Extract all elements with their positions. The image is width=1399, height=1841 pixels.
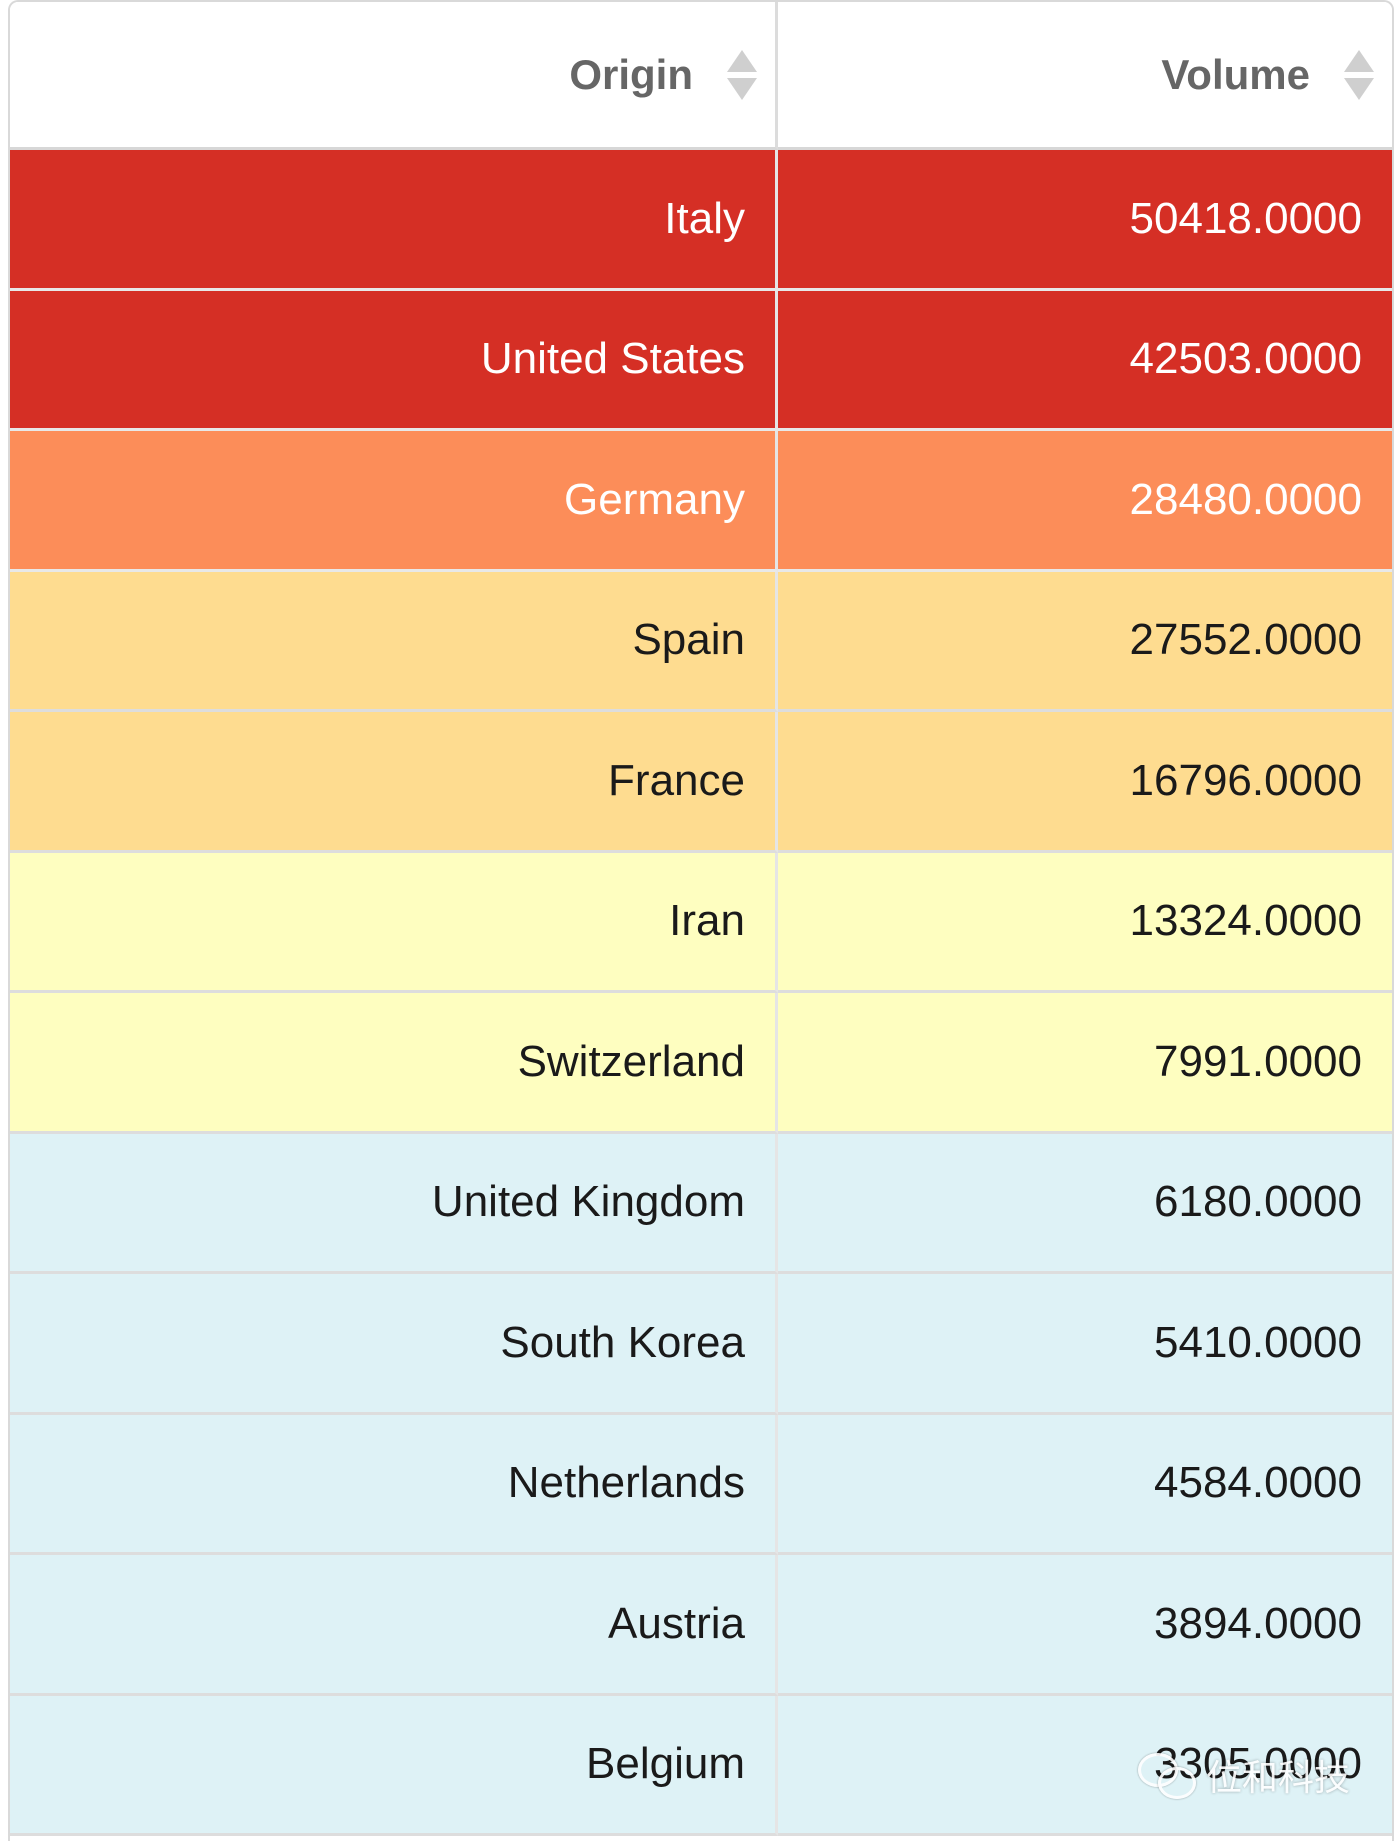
table-cell-volume: 3894.0000 [778,1555,1392,1696]
table-cell-volume: 7991.0000 [778,993,1392,1134]
sort-ascending-icon [1344,49,1374,72]
column-header-label: Volume [1161,50,1310,98]
sort-descending-icon [727,77,757,100]
table-cell-origin: Netherlands [10,1414,778,1555]
table-cell-origin: Switzerland [10,993,778,1134]
table-cell-origin: Germany [10,431,778,572]
table-cell-volume: 4584.0000 [778,1414,1392,1555]
table-cell-origin: Iran [10,852,778,993]
table-cell-origin: Belgium [10,1695,778,1836]
table-cell-volume: 42503.0000 [778,290,1392,431]
data-table: Origin Volume Italy 50418.0000 United Stat… [10,2,1392,1836]
table-cell-volume: 13324.0000 [778,852,1392,993]
column-header-origin[interactable]: Origin [10,2,778,150]
table-cell-origin: France [10,712,778,853]
table-cell-volume: 28480.0000 [778,431,1392,572]
table-cell-volume: 5410.0000 [778,1274,1392,1415]
sort-descending-icon [1344,77,1374,100]
table-cell-volume: 16796.0000 [778,712,1392,853]
table-cell-origin: Austria [10,1555,778,1696]
table-cell-origin: United States [10,290,778,431]
table-cell-volume: 27552.0000 [778,571,1392,712]
table-cell-origin: South Korea [10,1274,778,1415]
data-table-frame: Origin Volume Italy 50418.0000 United Stat… [8,0,1394,1841]
sort-icon[interactable] [727,49,757,100]
sort-ascending-icon [727,49,757,72]
table-cell-volume: 3305.0000 [778,1695,1392,1836]
table-cell-volume: 6180.0000 [778,1133,1392,1274]
table-cell-origin: Spain [10,571,778,712]
table-cell-volume: 50418.0000 [778,150,1392,291]
table-cell-origin: Italy [10,150,778,291]
column-header-volume[interactable]: Volume [778,2,1392,150]
sort-icon[interactable] [1344,49,1374,100]
column-header-label: Origin [569,50,693,98]
table-cell-origin: United Kingdom [10,1133,778,1274]
